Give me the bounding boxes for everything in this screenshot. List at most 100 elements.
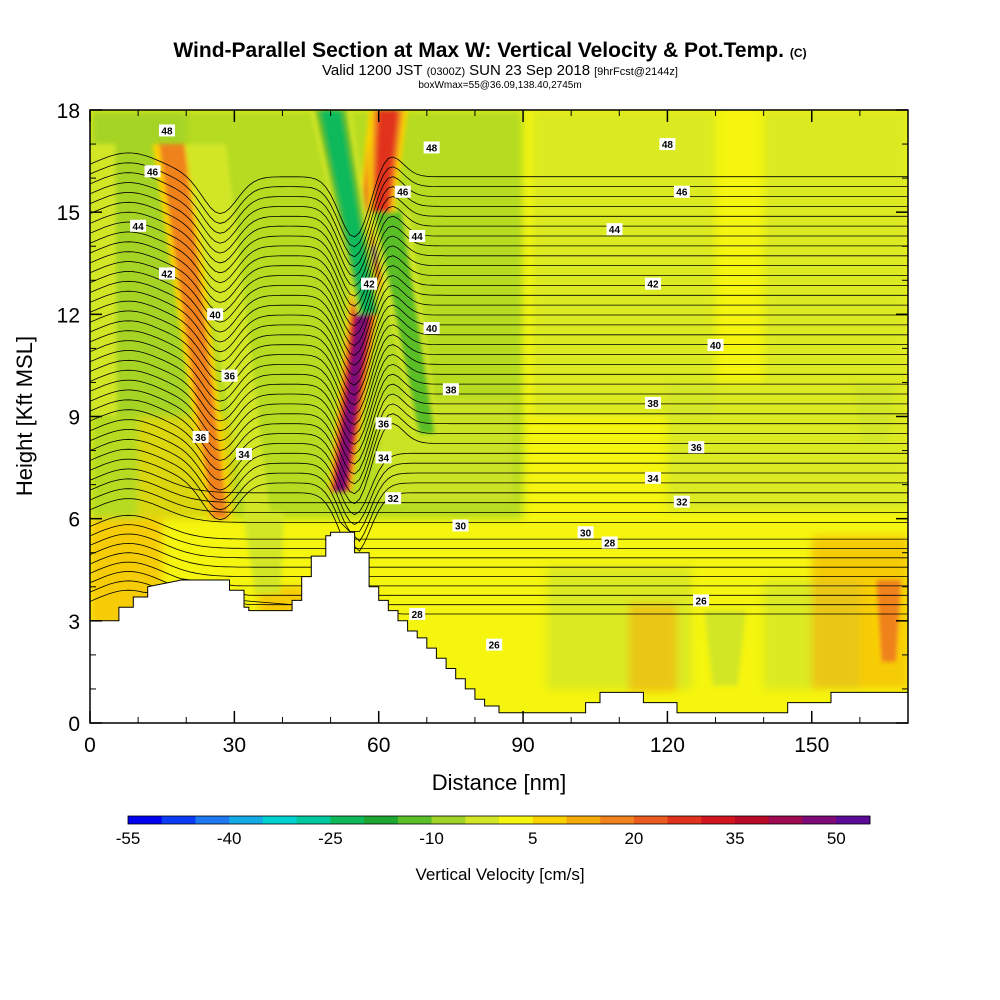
y-tick-label: 12 [57, 304, 80, 327]
colorbar-swatch [262, 816, 298, 824]
contour-label-text: 40 [210, 310, 222, 321]
isentrope-line [90, 290, 908, 376]
x-axis-label: Distance [nm] [432, 770, 567, 795]
contour-label-bg [423, 321, 440, 334]
isentrope-line [90, 561, 908, 587]
contour-label-bg [486, 638, 503, 651]
isentrope-line [90, 241, 908, 327]
contour-label-bg [394, 185, 411, 198]
contour-label-bg [375, 417, 392, 430]
contour-label-text: 42 [647, 280, 659, 291]
contour-label: 42 [644, 277, 661, 291]
colorbar-swatch [735, 816, 770, 824]
isentrope-line [90, 191, 908, 277]
contour-label-text: 42 [364, 280, 376, 291]
colorbar-tick-label: 35 [726, 829, 745, 848]
contour-label-text: 46 [397, 188, 409, 199]
isentrope-line [90, 270, 908, 356]
contour-label-text: 36 [224, 372, 236, 383]
colorbar-frame [127, 815, 871, 825]
contour-label: 28 [601, 536, 618, 550]
isentrope-line [90, 310, 908, 396]
contour-label-text: 36 [691, 443, 703, 454]
contour-label-text: 26 [696, 596, 708, 607]
isentrope-line [90, 458, 908, 542]
terrain-mask [90, 531, 908, 723]
colorbar-tick-label: -25 [318, 829, 343, 848]
contour-label-text: 26 [489, 641, 501, 652]
contour-label-bg [442, 383, 459, 396]
colorbar-swatch [566, 816, 601, 824]
contour-label-text: 44 [412, 232, 424, 243]
contour-label: 34 [235, 447, 252, 461]
contour-label-text: 38 [647, 399, 659, 410]
isentrope-line [90, 340, 908, 426]
contour-label: 30 [577, 526, 594, 539]
contour-label-text: 28 [412, 610, 424, 621]
contour-label: 36 [688, 441, 705, 454]
x-tick-label: 150 [794, 734, 829, 757]
contour-label: 48 [423, 141, 440, 154]
contour-label: 34 [375, 451, 392, 464]
contour-label: 46 [144, 165, 161, 178]
contour-label: 46 [394, 185, 411, 199]
contour-label: 36 [221, 369, 238, 383]
isentrope-line [90, 162, 908, 248]
field-plume [242, 511, 284, 594]
contour-label: 30 [452, 519, 469, 532]
isentrope-line [90, 409, 908, 495]
contour-label-text: 34 [647, 474, 659, 485]
contour-label-bg [385, 492, 402, 505]
isentrope-line [90, 251, 908, 337]
contour-label-text: 34 [238, 450, 250, 461]
contour-label-bg [423, 141, 440, 154]
contour-label: 38 [442, 383, 459, 396]
colorbar-tick-label: 5 [528, 829, 537, 848]
isentrope-line [90, 261, 908, 347]
contour-label-bg [144, 165, 161, 178]
colorbar-swatch [330, 816, 365, 824]
contour-label-bg [644, 277, 661, 290]
isentrope-line [90, 468, 908, 552]
contour-label-bg [707, 338, 724, 351]
contour-label: 44 [409, 230, 426, 243]
field-plume [184, 144, 271, 519]
isentrope-line [90, 172, 908, 258]
colorbar-tick-label: -55 [116, 829, 141, 848]
isentrope-line [90, 478, 908, 504]
colorbar-swatch [431, 816, 466, 824]
contour-label-bg [577, 526, 594, 539]
contour-label-bg [221, 369, 238, 382]
x-tick-label: 0 [84, 734, 96, 757]
contour-label-bg [158, 124, 175, 137]
chart-subtitle-2: boxWmax=55@36.09,138.40,2745m [418, 80, 581, 91]
contour-label: 36 [375, 417, 392, 430]
isentrope-line [90, 211, 908, 297]
colorbar-swatch [161, 816, 196, 824]
isentrope-line [90, 514, 908, 540]
x-tick-label: 30 [223, 734, 246, 757]
contour-label-bg [192, 430, 209, 443]
isentrope-line [90, 330, 908, 416]
colorbar-swatch [465, 816, 500, 824]
contour-label: 46 [673, 185, 690, 199]
contour-label: 36 [192, 430, 209, 444]
y-tick-label: 6 [68, 509, 80, 532]
isentrope-line [90, 359, 908, 445]
field-plume [320, 110, 376, 315]
colorbar-swatch [532, 816, 567, 824]
colorbar-tick-label: 20 [624, 829, 643, 848]
isentrope-line [90, 300, 908, 386]
plot-area: 48 46 44 42 40 36 36 34 48 46 44 42 40 38 36 34 32 30 28 26… [90, 110, 908, 723]
contour-label: 42 [361, 277, 378, 291]
contour-label: 44 [130, 219, 147, 233]
field-patch [628, 603, 678, 693]
contour-label-bg [452, 519, 469, 532]
colorbar-swatch [195, 816, 230, 824]
contour-label-text: 42 [161, 269, 173, 280]
contour-label-text: 40 [710, 341, 722, 352]
contour-label-text: 32 [388, 494, 400, 505]
colorbar-swatch [499, 816, 534, 824]
isentrope-line [90, 488, 908, 513]
isentrope-line [90, 399, 908, 485]
